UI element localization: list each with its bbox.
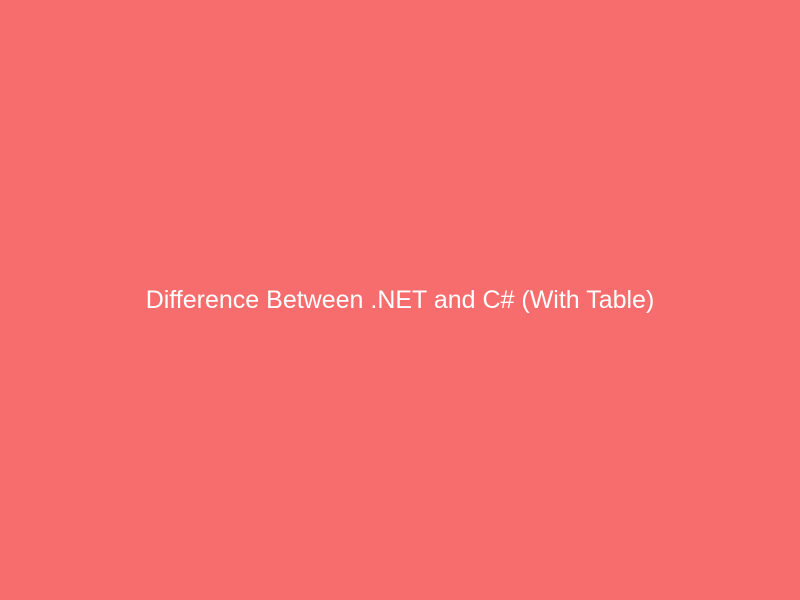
page-title: Difference Between .NET and C# (With Tab… bbox=[146, 286, 655, 315]
